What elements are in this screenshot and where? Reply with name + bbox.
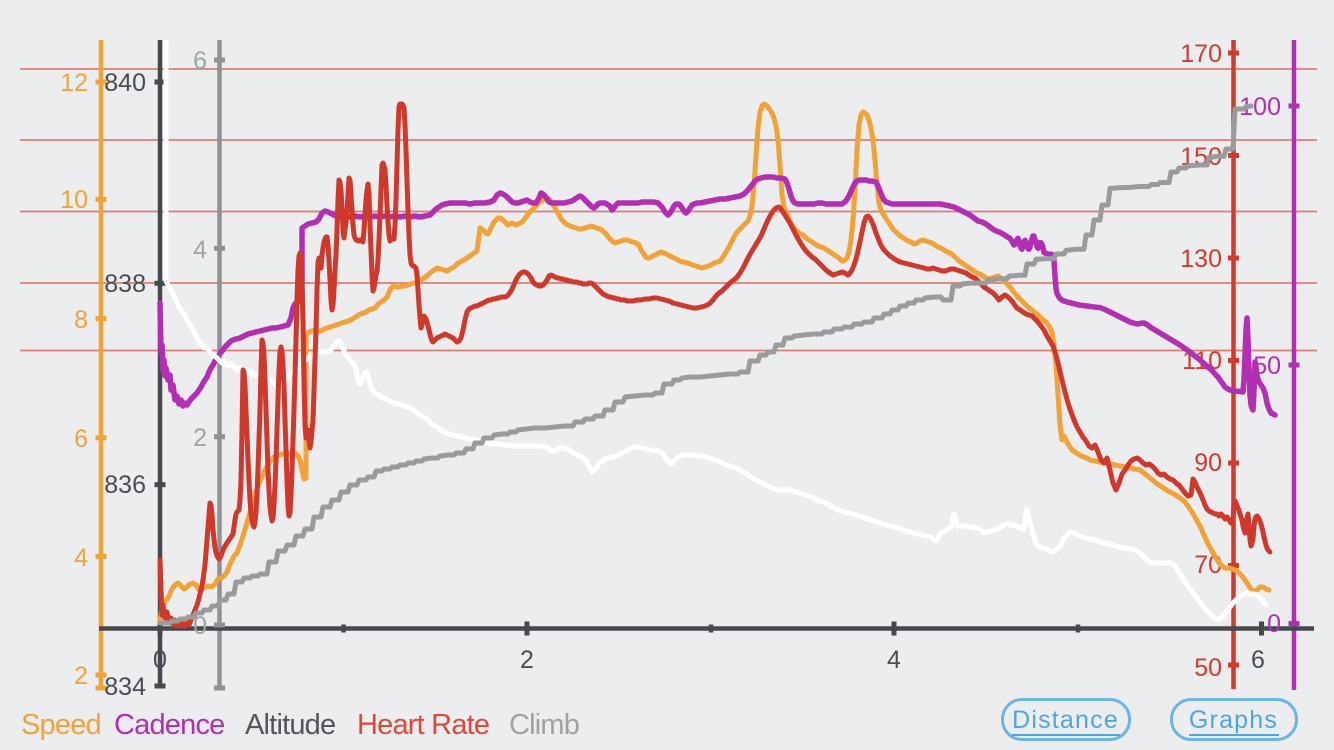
svg-text:50: 50	[1194, 654, 1222, 682]
svg-text:4: 4	[74, 544, 88, 572]
svg-text:4: 4	[193, 236, 207, 264]
svg-text:0: 0	[153, 646, 167, 674]
svg-text:836: 836	[104, 471, 146, 499]
svg-text:2: 2	[193, 424, 207, 452]
svg-text:12: 12	[60, 69, 88, 97]
svg-text:2: 2	[520, 646, 534, 674]
svg-text:838: 838	[104, 270, 146, 298]
svg-text:840: 840	[104, 69, 146, 97]
svg-text:130: 130	[1180, 245, 1222, 273]
svg-text:6: 6	[193, 47, 207, 75]
svg-text:6: 6	[74, 425, 88, 453]
svg-text:170: 170	[1180, 40, 1222, 68]
svg-text:4: 4	[887, 646, 901, 674]
svg-text:10: 10	[60, 186, 88, 214]
svg-text:834: 834	[104, 673, 146, 701]
svg-text:0: 0	[1267, 610, 1281, 638]
svg-text:2: 2	[74, 662, 88, 690]
svg-text:90: 90	[1194, 449, 1222, 477]
svg-text:8: 8	[74, 306, 88, 334]
svg-text:0: 0	[193, 612, 207, 640]
svg-text:6: 6	[1251, 646, 1265, 674]
